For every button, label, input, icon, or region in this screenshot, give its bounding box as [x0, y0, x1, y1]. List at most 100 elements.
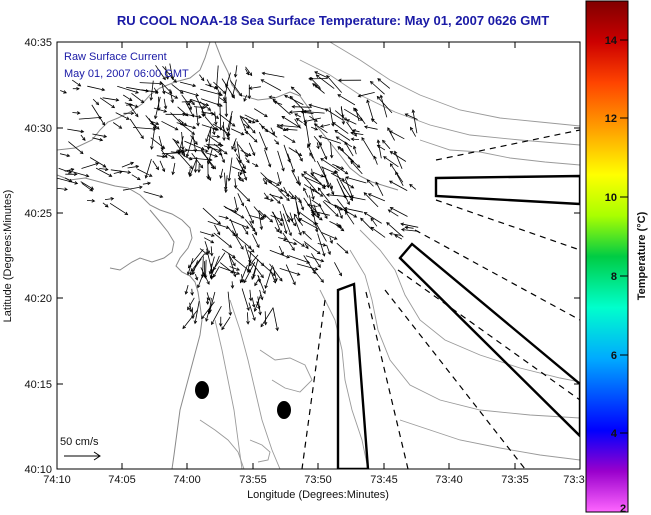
current-vector — [312, 171, 324, 178]
current-vector — [299, 211, 317, 225]
current-vector-head — [193, 148, 197, 153]
current-vector — [274, 226, 280, 232]
current-vector-head — [257, 279, 262, 283]
current-vector-head — [291, 104, 296, 109]
current-vector — [195, 273, 198, 281]
scale-label: 50 cm/s — [60, 436, 99, 448]
current-vector — [87, 85, 105, 91]
current-vector — [262, 72, 285, 78]
current-vector — [183, 155, 193, 161]
current-vector — [289, 96, 306, 113]
current-vector-head — [140, 99, 145, 104]
current-vector — [207, 148, 213, 165]
current-vector — [335, 224, 344, 232]
current-vector-head — [129, 103, 134, 107]
current-vector-head — [89, 188, 94, 192]
current-vector — [190, 135, 198, 145]
current-vector-head — [206, 161, 211, 166]
current-vector — [311, 210, 330, 216]
current-vector-head — [231, 146, 235, 150]
current-vector — [277, 172, 281, 185]
current-vector-head — [103, 134, 108, 138]
current-vector-head — [260, 274, 264, 279]
current-vector — [205, 307, 211, 322]
current-vector — [99, 168, 108, 170]
current-vector — [317, 233, 325, 257]
current-vector — [189, 98, 195, 105]
current-vector-head — [170, 76, 175, 81]
current-vector — [309, 77, 321, 88]
current-vector — [366, 99, 375, 122]
current-vector — [409, 184, 417, 190]
current-vector-head — [202, 274, 207, 278]
current-vector — [309, 186, 314, 200]
current-vector-head — [299, 157, 303, 162]
current-vector — [261, 126, 278, 138]
current-vector-head — [334, 129, 339, 134]
current-vector-head — [248, 72, 253, 77]
current-vector-head — [208, 83, 212, 88]
current-vector-head — [320, 174, 325, 178]
current-vector-head — [218, 148, 223, 153]
current-vector — [269, 268, 276, 284]
current-vector-head — [286, 197, 290, 202]
current-vector-head — [149, 97, 154, 101]
current-vector-head — [290, 217, 294, 222]
current-vector-head — [222, 137, 226, 142]
current-vector — [248, 254, 259, 267]
current-vector-head — [118, 170, 123, 174]
current-vector — [310, 172, 326, 189]
current-vector — [142, 182, 151, 185]
current-vector — [102, 97, 119, 101]
current-vector-head — [346, 119, 350, 123]
current-vector-head — [340, 227, 345, 232]
current-vector — [287, 153, 295, 173]
current-vector-head — [240, 131, 245, 136]
current-vector-head — [196, 122, 200, 127]
current-vector-head — [254, 163, 259, 167]
current-vector-head — [206, 250, 210, 255]
current-vector — [219, 152, 225, 163]
current-vector-head — [190, 113, 195, 118]
current-vector — [253, 206, 265, 219]
current-vector — [269, 263, 283, 282]
current-vector — [191, 288, 193, 296]
current-vector — [277, 189, 290, 201]
current-vector-head — [264, 285, 268, 289]
current-vector-head — [345, 176, 349, 180]
current-vector-head — [160, 146, 164, 151]
current-vector-head — [376, 95, 381, 100]
current-vector-head — [74, 181, 79, 185]
current-vector — [315, 222, 327, 242]
current-vector — [269, 96, 276, 98]
current-vector-head — [209, 274, 214, 279]
current-vector-head — [260, 323, 264, 328]
current-vector-head — [227, 177, 232, 182]
current-vector-head — [326, 74, 330, 79]
current-vector-head — [161, 168, 166, 173]
current-vector — [271, 211, 283, 226]
current-vector — [240, 264, 248, 283]
current-vector — [312, 268, 324, 283]
current-vector — [207, 221, 230, 229]
current-vector-head — [130, 161, 135, 166]
current-vector — [245, 68, 249, 75]
current-vector — [260, 307, 274, 327]
current-vector — [337, 146, 355, 162]
current-vector-head — [108, 173, 113, 177]
current-vector — [330, 141, 333, 158]
current-vector — [227, 110, 233, 131]
current-vector-head — [278, 181, 282, 186]
current-vector-head — [298, 152, 303, 157]
current-vector-head — [212, 274, 217, 278]
current-vector — [207, 129, 212, 150]
current-vector-head — [242, 165, 246, 170]
current-vector — [190, 99, 209, 106]
current-vector — [78, 117, 102, 120]
current-vector-head — [387, 209, 392, 213]
current-vector — [185, 284, 189, 295]
current-vector — [351, 138, 360, 140]
current-vector-head — [248, 259, 252, 264]
current-vector — [263, 213, 273, 223]
current-vector — [239, 115, 255, 124]
